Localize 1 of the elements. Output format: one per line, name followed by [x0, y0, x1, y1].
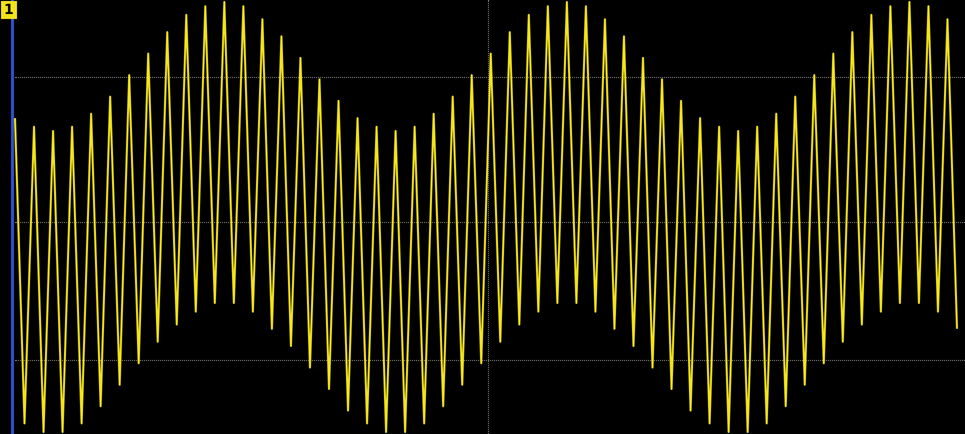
text: 1: [1, 1, 17, 19]
